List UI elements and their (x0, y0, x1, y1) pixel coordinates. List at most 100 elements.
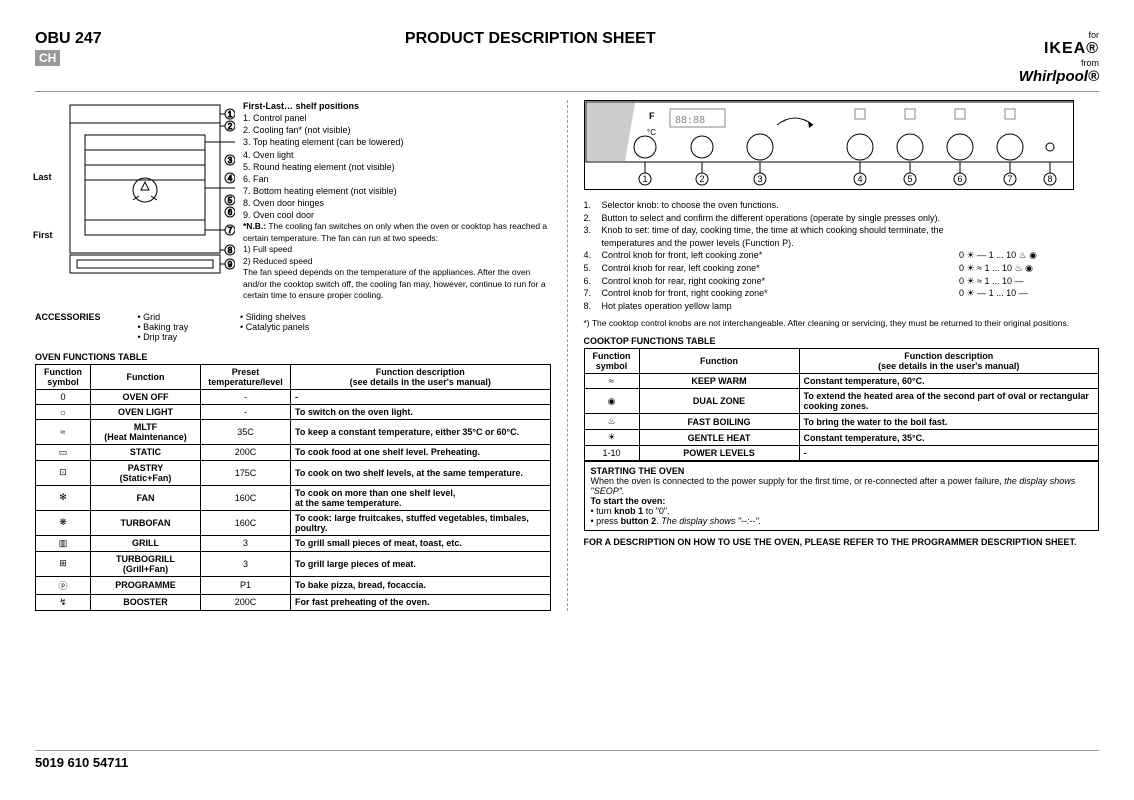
svg-text:3: 3 (228, 156, 233, 165)
region-badge: CH (35, 50, 60, 66)
svg-text:88:88: 88:88 (675, 115, 705, 126)
starting-line1: When the oven is connected to the power … (591, 476, 1093, 496)
table-row: ⊡PASTRY(Static+Fan)175CTo cook on two sh… (36, 460, 551, 485)
table-row: ☼OVEN LIGHT-To switch on the oven light. (36, 404, 551, 419)
oven-illustration: 1 2 3 4 5 6 7 8 9 (35, 100, 235, 280)
acc-drip: Drip tray (143, 332, 177, 342)
table-row: ☀GENTLE HEATConstant temperature, 35°C. (584, 430, 1099, 446)
b1a: turn (596, 506, 614, 516)
svg-text:6: 6 (957, 174, 962, 184)
starting-sub: To start the oven: (591, 496, 1093, 506)
svg-text:7: 7 (228, 226, 233, 235)
svg-text:1: 1 (642, 174, 647, 184)
nb-label: *N.B.: (243, 221, 266, 231)
cooktop-table-title: COOKTOP FUNCTIONS TABLE (584, 336, 1100, 346)
nb-line2: 2) Reduced speed (243, 256, 312, 266)
brand-for: for (1019, 30, 1099, 40)
accessories-label: ACCESSORIES (35, 312, 135, 322)
svg-text:F: F (649, 111, 655, 121)
b1b: knob 1 (614, 506, 643, 516)
part-1: 1. Control panel (243, 112, 551, 124)
control-panel-diagram: F 88:88 °C 1 2 3 4 5 6 7 8 (584, 100, 1074, 190)
first-label: First (33, 230, 53, 240)
header: OBU 247 CH PRODUCT DESCRIPTION SHEET for… (35, 30, 1099, 92)
svg-text:7: 7 (1007, 174, 1012, 184)
svg-text:3: 3 (757, 174, 762, 184)
knob-list: 1.Selector knob: to choose the oven func… (584, 199, 1100, 312)
nb-text: The cooling fan switches on only when th… (243, 221, 547, 242)
svg-text:°C: °C (647, 128, 656, 137)
acc-baking: Baking tray (143, 322, 188, 332)
b2a: press (596, 516, 621, 526)
svg-text:2: 2 (228, 122, 233, 131)
table-row: ▥GRILL3To grill small pieces of meat, to… (36, 535, 551, 551)
parts-list: First-Last… shelf positions 1. Control p… (243, 100, 551, 302)
accessories-col1: • Grid • Baking tray • Drip tray (138, 312, 238, 342)
nb-tail: The fan speed depends on the temperature… (243, 267, 546, 300)
b2d: The display shows "--:--". (661, 516, 761, 526)
accessories-block: ACCESSORIES • Grid • Baking tray • Drip … (35, 312, 551, 342)
table-row: ⊞TURBOGRILL(Grill+Fan)3To grill large pi… (36, 551, 551, 576)
part-9: 9. Oven cool door (243, 209, 551, 221)
part-2: 2. Cooling fan* (not visible) (243, 124, 551, 136)
svg-text:4: 4 (228, 174, 233, 183)
cooktop-functions-table: FunctionsymbolFunctionFunction descripti… (584, 348, 1100, 461)
table-row: ⓟPROGRAMMEP1To bake pizza, bread, focacc… (36, 576, 551, 594)
table-row: ✻FAN160CTo cook on more than one shelf l… (36, 485, 551, 510)
right-column: F 88:88 °C 1 2 3 4 5 6 7 8 (567, 100, 1100, 611)
svg-text:5: 5 (228, 196, 233, 205)
part-3: 3. Top heating element (can be lowered) (243, 136, 551, 148)
brand-whirlpool: Whirlpool® (1019, 68, 1099, 85)
knob-row: 8.Hot plates operation yellow lamp (584, 300, 1100, 313)
oven-illustration-wrap: Last First 1 2 (35, 100, 235, 302)
table-row: ◉DUAL ZONETo extend the heated area of t… (584, 389, 1099, 414)
starting-oven-box: STARTING THE OVEN When the oven is conne… (584, 461, 1100, 531)
part-7: 7. Bottom heating element (not visible) (243, 185, 551, 197)
table-row: ▭STATIC200CTo cook food at one shelf lev… (36, 444, 551, 460)
starting-bullet1: • turn knob 1 to "0". (591, 506, 1093, 516)
parts-heading: First-Last… shelf positions (243, 100, 551, 112)
table-row: 0OVEN OFF-- (36, 389, 551, 404)
acc-catalytic: Catalytic panels (246, 322, 310, 332)
svg-text:1: 1 (228, 110, 233, 119)
part-5: 5. Round heating element (not visible) (243, 161, 551, 173)
part-8: 8. Oven door hinges (243, 197, 551, 209)
starting-heading: STARTING THE OVEN (591, 466, 1093, 476)
table-row: ↯BOOSTER200CFor fast preheating of the o… (36, 594, 551, 610)
acc-grid: Grid (143, 312, 160, 322)
part-6: 6. Fan (243, 173, 551, 185)
brand-block: for IKEA® from Whirlpool® (1019, 30, 1099, 85)
table-row: ≈KEEP WARMConstant temperature, 60°C. (584, 374, 1099, 389)
svg-text:2: 2 (699, 174, 704, 184)
knob-row: 5.Control knob for rear, left cooking zo… (584, 262, 1100, 275)
knob-row: 4.Control knob for front, left cooking z… (584, 249, 1100, 262)
nb-block: *N.B.: The cooling fan switches on only … (243, 221, 551, 301)
table-row: ❋TURBOFAN160CTo cook: large fruitcakes, … (36, 510, 551, 535)
knob-row: 1.Selector knob: to choose the oven func… (584, 199, 1100, 212)
starting-1a: When the oven is connected to the power … (591, 476, 1005, 486)
acc-sliding: Sliding shelves (246, 312, 306, 322)
last-label: Last (33, 172, 52, 182)
knob-row: 7.Control knob for front, right cooking … (584, 287, 1100, 300)
svg-text:8: 8 (1047, 174, 1052, 184)
part-4: 4. Oven light (243, 149, 551, 161)
table-row: ♨FAST BOILINGTo bring the water to the b… (584, 414, 1099, 430)
starting-bullet2: • press button 2. The display shows "--:… (591, 516, 1093, 526)
knob-row: 6.Control knob for rear, right cooking z… (584, 275, 1100, 288)
oven-diagram-block: Last First 1 2 (35, 100, 551, 302)
table-row: 1-10POWER LEVELS- (584, 446, 1099, 461)
knob-row: 2.Button to select and confirm the diffe… (584, 212, 1100, 225)
svg-text:5: 5 (907, 174, 912, 184)
page-title: PRODUCT DESCRIPTION SHEET (42, 30, 1019, 48)
svg-text:8: 8 (228, 246, 233, 255)
svg-text:6: 6 (228, 208, 233, 217)
oven-functions-table: FunctionsymbolFunctionPresettemperature/… (35, 364, 551, 611)
table-row: ≈MLTF(Heat Maintenance)35CTo keep a cons… (36, 419, 551, 444)
brand-from: from (1019, 58, 1099, 68)
final-note: FOR A DESCRIPTION ON HOW TO USE THE OVEN… (584, 537, 1100, 547)
brand-ikea: IKEA® (1019, 40, 1099, 58)
left-column: Last First 1 2 (35, 100, 551, 611)
svg-text:9: 9 (228, 260, 233, 269)
knob-row: 3.Knob to set: time of day, cooking time… (584, 224, 1100, 249)
accessories-col2: • Sliding shelves • Catalytic panels (240, 312, 340, 332)
